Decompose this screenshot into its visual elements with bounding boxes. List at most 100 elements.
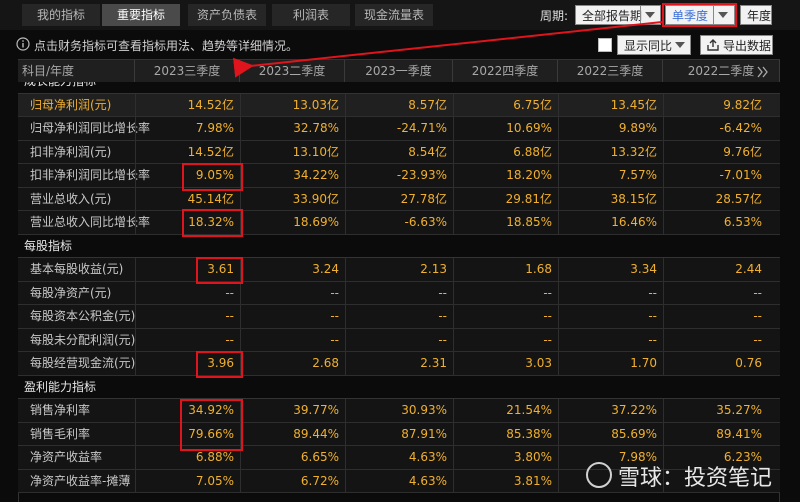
cell-value: -6.63% [404, 215, 447, 229]
row-label: 净资产收益率-摊薄 [30, 473, 131, 488]
cell-value: -- [225, 309, 234, 323]
cell-value: 1.70 [630, 356, 657, 370]
cell-border [453, 258, 454, 282]
cell-value: -- [753, 285, 762, 300]
section-row [18, 375, 780, 399]
cell-value: 9.89% [618, 121, 657, 135]
cell-border [558, 93, 559, 117]
cell-border [558, 352, 559, 376]
cell-value: -- [648, 285, 657, 300]
row-label: 销售毛利率 [30, 426, 91, 441]
cell-value: 34.22% [293, 168, 339, 182]
cell-value: 37.22% [611, 403, 657, 417]
cell-border [663, 211, 664, 235]
cell-border [240, 93, 241, 117]
cell-border [345, 211, 346, 235]
cell-border [663, 140, 664, 164]
cell-border [663, 258, 664, 282]
cell-value: 13.10亿 [292, 144, 339, 159]
tab[interactable]: 我的指标 [22, 4, 100, 26]
cell-border [453, 187, 454, 211]
cell-value: 7.98% [618, 450, 657, 464]
cell-value: 2.13 [420, 262, 447, 276]
cell-border [453, 422, 454, 446]
cell-value: 85.38% [506, 426, 552, 441]
checkbox[interactable] [598, 38, 612, 52]
cell-border [453, 305, 454, 329]
table-row [18, 140, 780, 164]
cell-border [663, 328, 664, 352]
cell-border [663, 469, 664, 493]
cell-border [558, 117, 559, 141]
cell-value: -- [648, 332, 657, 347]
tab[interactable]: 利润表 [272, 4, 350, 26]
row-label: 基本每股收益(元) [30, 262, 124, 276]
cell-value: -23.93% [396, 168, 447, 182]
cell-value: -- [225, 285, 234, 300]
cell-border [240, 117, 241, 141]
tab[interactable]: 资产负债表 [188, 4, 266, 26]
highlight-box [182, 163, 243, 191]
highlight-box [196, 351, 243, 378]
dropdown-arrow [645, 12, 655, 18]
cell-border [558, 187, 559, 211]
cell-border [240, 446, 241, 470]
more-columns-icon[interactable] [757, 66, 769, 78]
cell-value: -6.42% [719, 121, 762, 135]
cell-value: 3.34 [630, 262, 657, 276]
cell-value: 6.88亿 [513, 144, 552, 159]
cell-value: 35.27% [716, 403, 762, 417]
cell-value: -- [330, 332, 339, 347]
cell-border [453, 93, 454, 117]
cell-value: 79.66% [188, 426, 234, 441]
table-body: 成长能力指标归母净利润(元) 14.52亿 13.03亿 8.57亿 6.75亿 13.4… [18, 82, 780, 502]
table-row [18, 328, 780, 352]
cell-value: 18.20% [506, 168, 552, 182]
section-title: 盈利能力指标 [24, 379, 97, 394]
cell-border [558, 211, 559, 235]
table-row [18, 446, 780, 470]
period-label: 周期: [540, 9, 569, 23]
cell-value: 3.80% [513, 450, 552, 464]
cell-border [663, 117, 664, 141]
cell-value: 7.98% [195, 121, 234, 135]
cell-border [345, 328, 346, 352]
dropdown-arrow-box [640, 5, 661, 25]
cell-border [240, 328, 241, 352]
cell-value: 7.05% [195, 473, 234, 488]
cell-border [558, 305, 559, 329]
cell-border [345, 187, 346, 211]
cell-value: -- [330, 309, 339, 323]
row-label: 归母净利润同比增长率 [30, 121, 151, 135]
section-title: 每股指标 [24, 238, 73, 253]
cell-value: 32.78% [293, 121, 339, 135]
cell-border [558, 258, 559, 282]
cell-border [663, 281, 664, 305]
cell-border [345, 281, 346, 305]
yoy-dropdown[interactable]: 显示同比 [617, 35, 691, 55]
cell-value: 89.44% [293, 426, 339, 441]
cell-border [453, 117, 454, 141]
cell-border [345, 93, 346, 117]
period-dropdown[interactable]: 全部报告期 [575, 5, 661, 25]
annual-button[interactable]: 年度 [740, 5, 772, 25]
quarter-dropdown[interactable]: 单季度 [665, 5, 735, 25]
cell-border [453, 399, 454, 423]
cell-value: 4.63% [408, 450, 447, 464]
highlight-box [196, 257, 243, 284]
tab[interactable]: 重要指标 [102, 4, 180, 26]
section-row [18, 82, 780, 94]
cell-border [240, 469, 241, 493]
tab[interactable]: 现金流量表 [355, 4, 433, 26]
cell-value: 13.32亿 [610, 144, 657, 159]
cell-border [135, 187, 136, 211]
cell-border [558, 140, 559, 164]
cell-value: -- [753, 309, 762, 323]
cell-border [135, 93, 136, 117]
table-row [18, 399, 780, 423]
dropdown-arrow [718, 12, 728, 18]
cell-value: 33.90亿 [292, 191, 339, 206]
cell-border [558, 446, 559, 470]
table-row [18, 305, 780, 329]
